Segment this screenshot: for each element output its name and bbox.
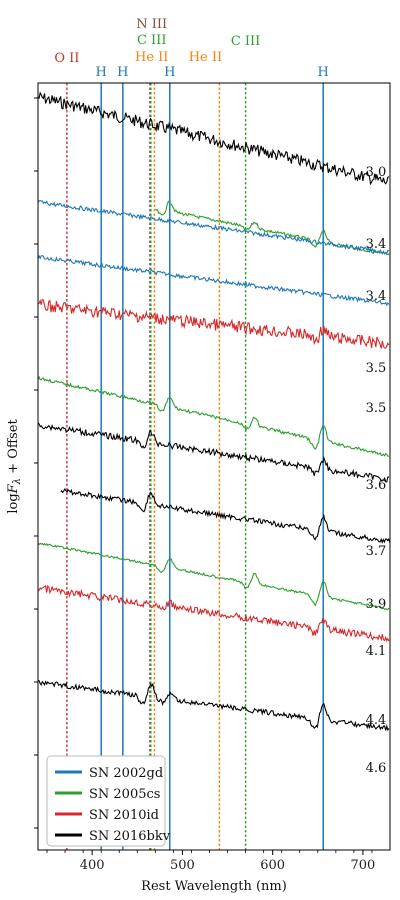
line-markers-layer <box>66 83 324 850</box>
spectrum-sn-2016bkv-7 <box>60 487 391 545</box>
spectrum-sn-2016bkv-10 <box>37 679 390 732</box>
plot-frame <box>37 82 391 851</box>
phase-label-4: 3.5 <box>366 401 387 416</box>
phase-label-11: 4.8 <box>366 0 387 4</box>
phase-label-6: 3.7 <box>366 544 387 559</box>
spectrum-sn-2005cs-8 <box>37 542 390 611</box>
legend-box <box>46 755 166 847</box>
phase-label-7: 3.9 <box>366 597 387 612</box>
marker-label-1: H <box>96 65 107 80</box>
marker-label-3: N III <box>136 17 167 32</box>
phase-label-9: 4.4 <box>366 713 387 728</box>
x-tick-label-600: 600 <box>260 858 285 873</box>
spectrum-sn-2016bkv-6 <box>37 422 390 483</box>
spectra-layer <box>37 91 391 732</box>
legend-entry-2: SN 2010id <box>89 808 159 823</box>
y-axis-label: logFλ + Offset <box>6 419 23 514</box>
legend-entry-1: SN 2005cs <box>89 787 160 802</box>
x-tick-label-500: 500 <box>170 858 195 873</box>
spectrum-sn-2016bkv-0 <box>37 91 390 186</box>
marker-label-2: H <box>117 65 128 80</box>
marker-label-7: He II <box>189 50 222 65</box>
marker-label-4: C III <box>137 33 167 48</box>
spectrum-sn-2010id-4 <box>37 298 390 349</box>
phase-label-10: 4.6 <box>366 761 387 776</box>
marker-label-0: O II <box>54 51 79 66</box>
marker-label-8: C III <box>231 34 261 49</box>
phase-label-3: 3.5 <box>366 361 387 376</box>
x-axis-label: Rest Wavelength (nm) <box>141 879 287 894</box>
x-tick-label-400: 400 <box>80 858 105 873</box>
phase-label-1: 3.4 <box>366 237 387 252</box>
spectrum-sn-2010id-9 <box>37 584 390 643</box>
spectrum-sn-2002gd-3 <box>37 254 390 307</box>
phase-labels-layer: 3.0 3.4 3.4 3.5 3.5 3.6 3.7 3.9 4.1 4.4 4.6 4.8 <box>366 0 387 776</box>
marker-label-6: H <box>164 65 175 80</box>
marker-label-9: H <box>318 65 329 80</box>
phase-label-5: 3.6 <box>366 478 387 493</box>
phase-label-0: 3.0 <box>366 165 387 180</box>
phase-label-8: 4.1 <box>366 644 387 659</box>
spectrum-sn-2005cs-1 <box>154 200 390 256</box>
x-tick-label-700: 700 <box>351 858 376 873</box>
legend: SN 2002gd SN 2005cs SN 2010id SN 2016bkv <box>46 755 171 847</box>
axes-layer: 400 500 600 700 <box>34 97 376 873</box>
legend-entry-0: SN 2002gd <box>89 766 163 781</box>
spectrum-sn-2002gd-2 <box>37 200 389 255</box>
spectrum-sn-2005cs-5 <box>37 375 390 457</box>
phase-label-2: 3.4 <box>366 289 387 304</box>
marker-label-5: He II <box>135 50 168 65</box>
legend-entry-3: SN 2016bkv <box>89 829 171 844</box>
y-axis-label-group: logFλ + Offset <box>6 419 23 514</box>
